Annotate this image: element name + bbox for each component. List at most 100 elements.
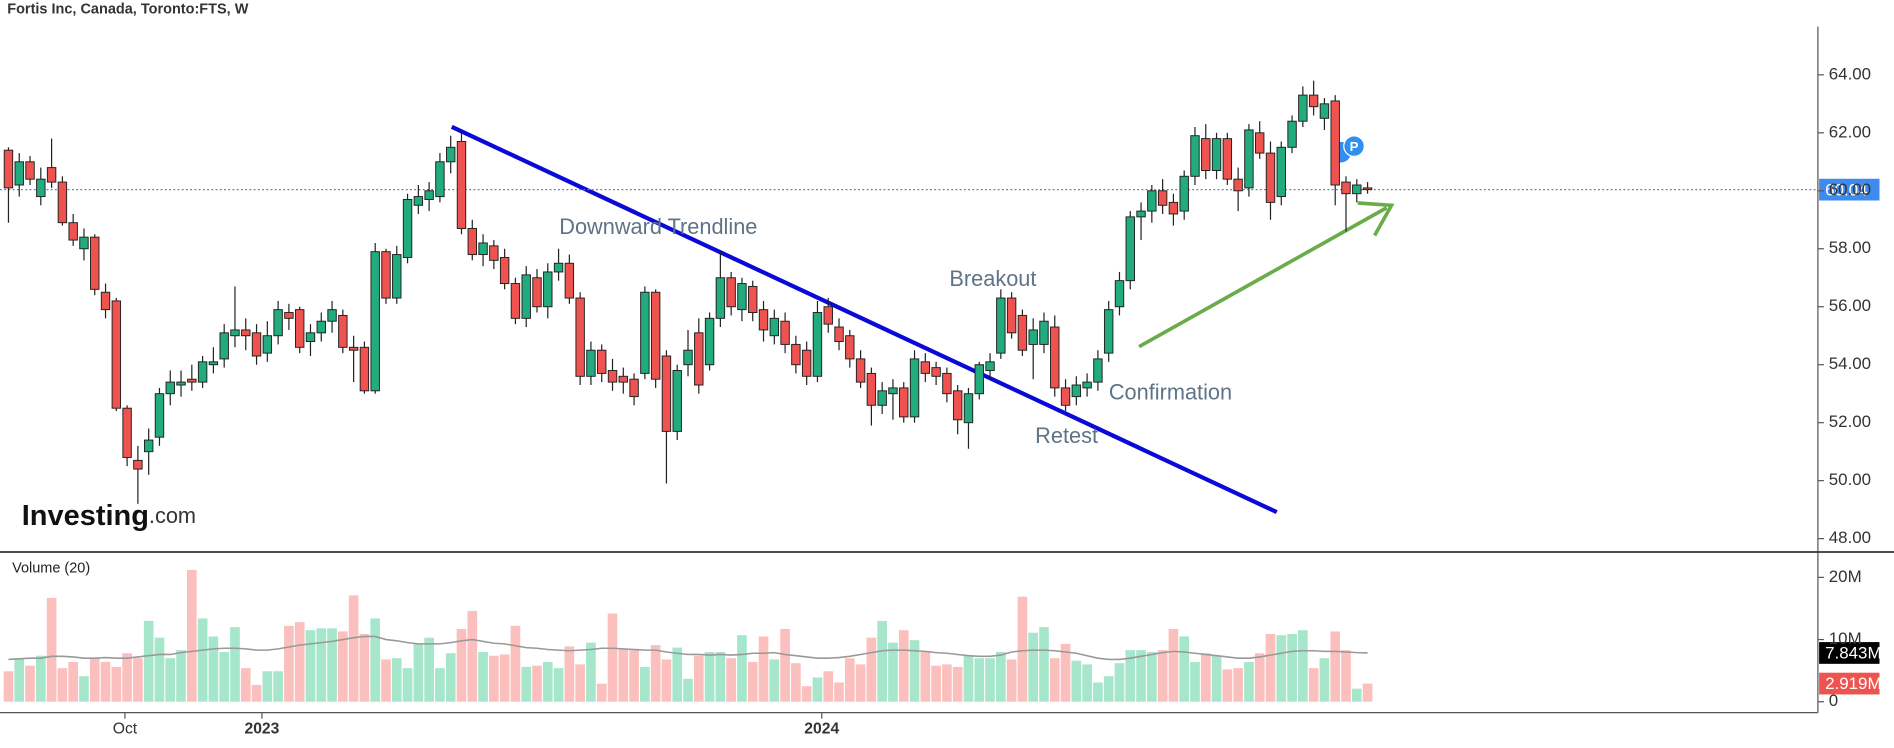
volume-bar	[186, 569, 197, 702]
candle-body	[748, 285, 758, 314]
volume-bar	[3, 671, 14, 702]
candle-body	[532, 277, 542, 308]
volume-bar	[672, 647, 683, 702]
volume-bar	[542, 661, 553, 702]
candle-body	[942, 372, 952, 395]
volume-bar	[650, 645, 661, 702]
candle-body	[219, 332, 229, 360]
candle-body	[14, 161, 24, 186]
candle-body	[866, 372, 877, 406]
candle-body	[672, 370, 682, 432]
candle-body	[650, 291, 661, 380]
volume-bar	[737, 635, 747, 702]
volume-bar	[877, 620, 888, 702]
volume-bar	[316, 628, 327, 702]
candle-body	[100, 291, 111, 311]
volume-bar	[25, 665, 35, 702]
volume-bar	[467, 610, 478, 702]
volume-bar	[1341, 650, 1351, 702]
candle-body	[607, 370, 618, 383]
volume-bar	[79, 676, 89, 702]
volume-bar	[1103, 676, 1114, 702]
candle-body	[1276, 146, 1286, 198]
volume-bar	[381, 659, 391, 702]
volume-bar	[510, 625, 521, 702]
volume-bar	[338, 631, 348, 702]
volume-bar	[1039, 627, 1049, 702]
volume-bar	[284, 625, 294, 702]
volume-bar	[111, 666, 122, 702]
candle-body	[888, 387, 898, 395]
volume-bar	[618, 648, 629, 702]
candle-body	[553, 262, 564, 273]
candle-body	[909, 358, 920, 418]
candle-body	[435, 161, 445, 198]
candle-body	[564, 262, 575, 299]
volume-bar	[1190, 661, 1200, 702]
volume-bar	[1093, 682, 1103, 702]
candle-body	[456, 141, 467, 229]
candle-body	[25, 161, 35, 180]
candle-body	[1039, 320, 1049, 345]
volume-bar	[1200, 653, 1211, 702]
candle-body	[36, 178, 46, 198]
volume-bar	[888, 642, 898, 702]
candle-body	[57, 181, 68, 224]
volume-bar	[122, 653, 132, 702]
arrow-head	[1357, 201, 1395, 237]
volume-bar	[812, 677, 823, 702]
candle-body	[1211, 138, 1222, 171]
volume-bar	[898, 630, 909, 702]
volume-bar	[1060, 643, 1071, 702]
candle-body	[208, 361, 219, 366]
candle-body	[499, 256, 510, 285]
volume-bar	[769, 659, 780, 702]
candle-body	[262, 335, 273, 354]
candle-body	[521, 274, 531, 319]
volume-bar	[305, 630, 316, 702]
volume-tick-label: 20M	[1829, 567, 1862, 586]
candle-body	[1028, 329, 1038, 345]
candle-body	[133, 459, 143, 470]
volume-bar	[294, 622, 305, 702]
candle-body	[1060, 387, 1071, 406]
volume-bar	[402, 668, 413, 702]
candle-body	[661, 355, 672, 432]
volume-bar	[607, 613, 618, 702]
candle-body	[640, 291, 650, 374]
candle-body	[791, 343, 801, 366]
volume-bar	[46, 597, 57, 702]
volume-tick-label: 0	[1829, 691, 1838, 710]
candle-body	[1082, 381, 1092, 389]
volume-bar	[219, 651, 230, 702]
volume-bar	[866, 637, 877, 702]
volume-bar	[640, 666, 650, 702]
candle-body	[251, 332, 262, 357]
candle-body	[79, 236, 89, 250]
candle-body	[952, 390, 963, 421]
volume-bar	[1222, 669, 1233, 702]
volume-bar	[424, 637, 434, 702]
annotation: Confirmation	[1109, 379, 1232, 404]
candle-body	[90, 236, 100, 290]
volume-bar	[1330, 631, 1341, 702]
volume-bar	[823, 671, 834, 702]
candle-body	[683, 349, 693, 366]
volume-bar	[586, 642, 596, 702]
candle-body	[1298, 94, 1308, 122]
volume-bar	[1071, 660, 1082, 702]
volume-bar	[1308, 668, 1319, 702]
candle-body	[143, 439, 154, 453]
volume-bar	[1147, 651, 1157, 702]
marks: 60.04 7.843M 2.919M	[0, 80, 1882, 702]
candle-body	[3, 149, 14, 189]
volume-bar	[1254, 653, 1265, 702]
volume-bar	[1211, 655, 1222, 702]
volume-bar	[1136, 650, 1146, 702]
candle-body	[402, 198, 413, 258]
candle-body	[1190, 135, 1200, 177]
volume-bar	[1287, 633, 1297, 702]
event-marker[interactable]	[1343, 135, 1365, 158]
candle-body	[424, 190, 434, 200]
candle-body	[780, 320, 790, 345]
